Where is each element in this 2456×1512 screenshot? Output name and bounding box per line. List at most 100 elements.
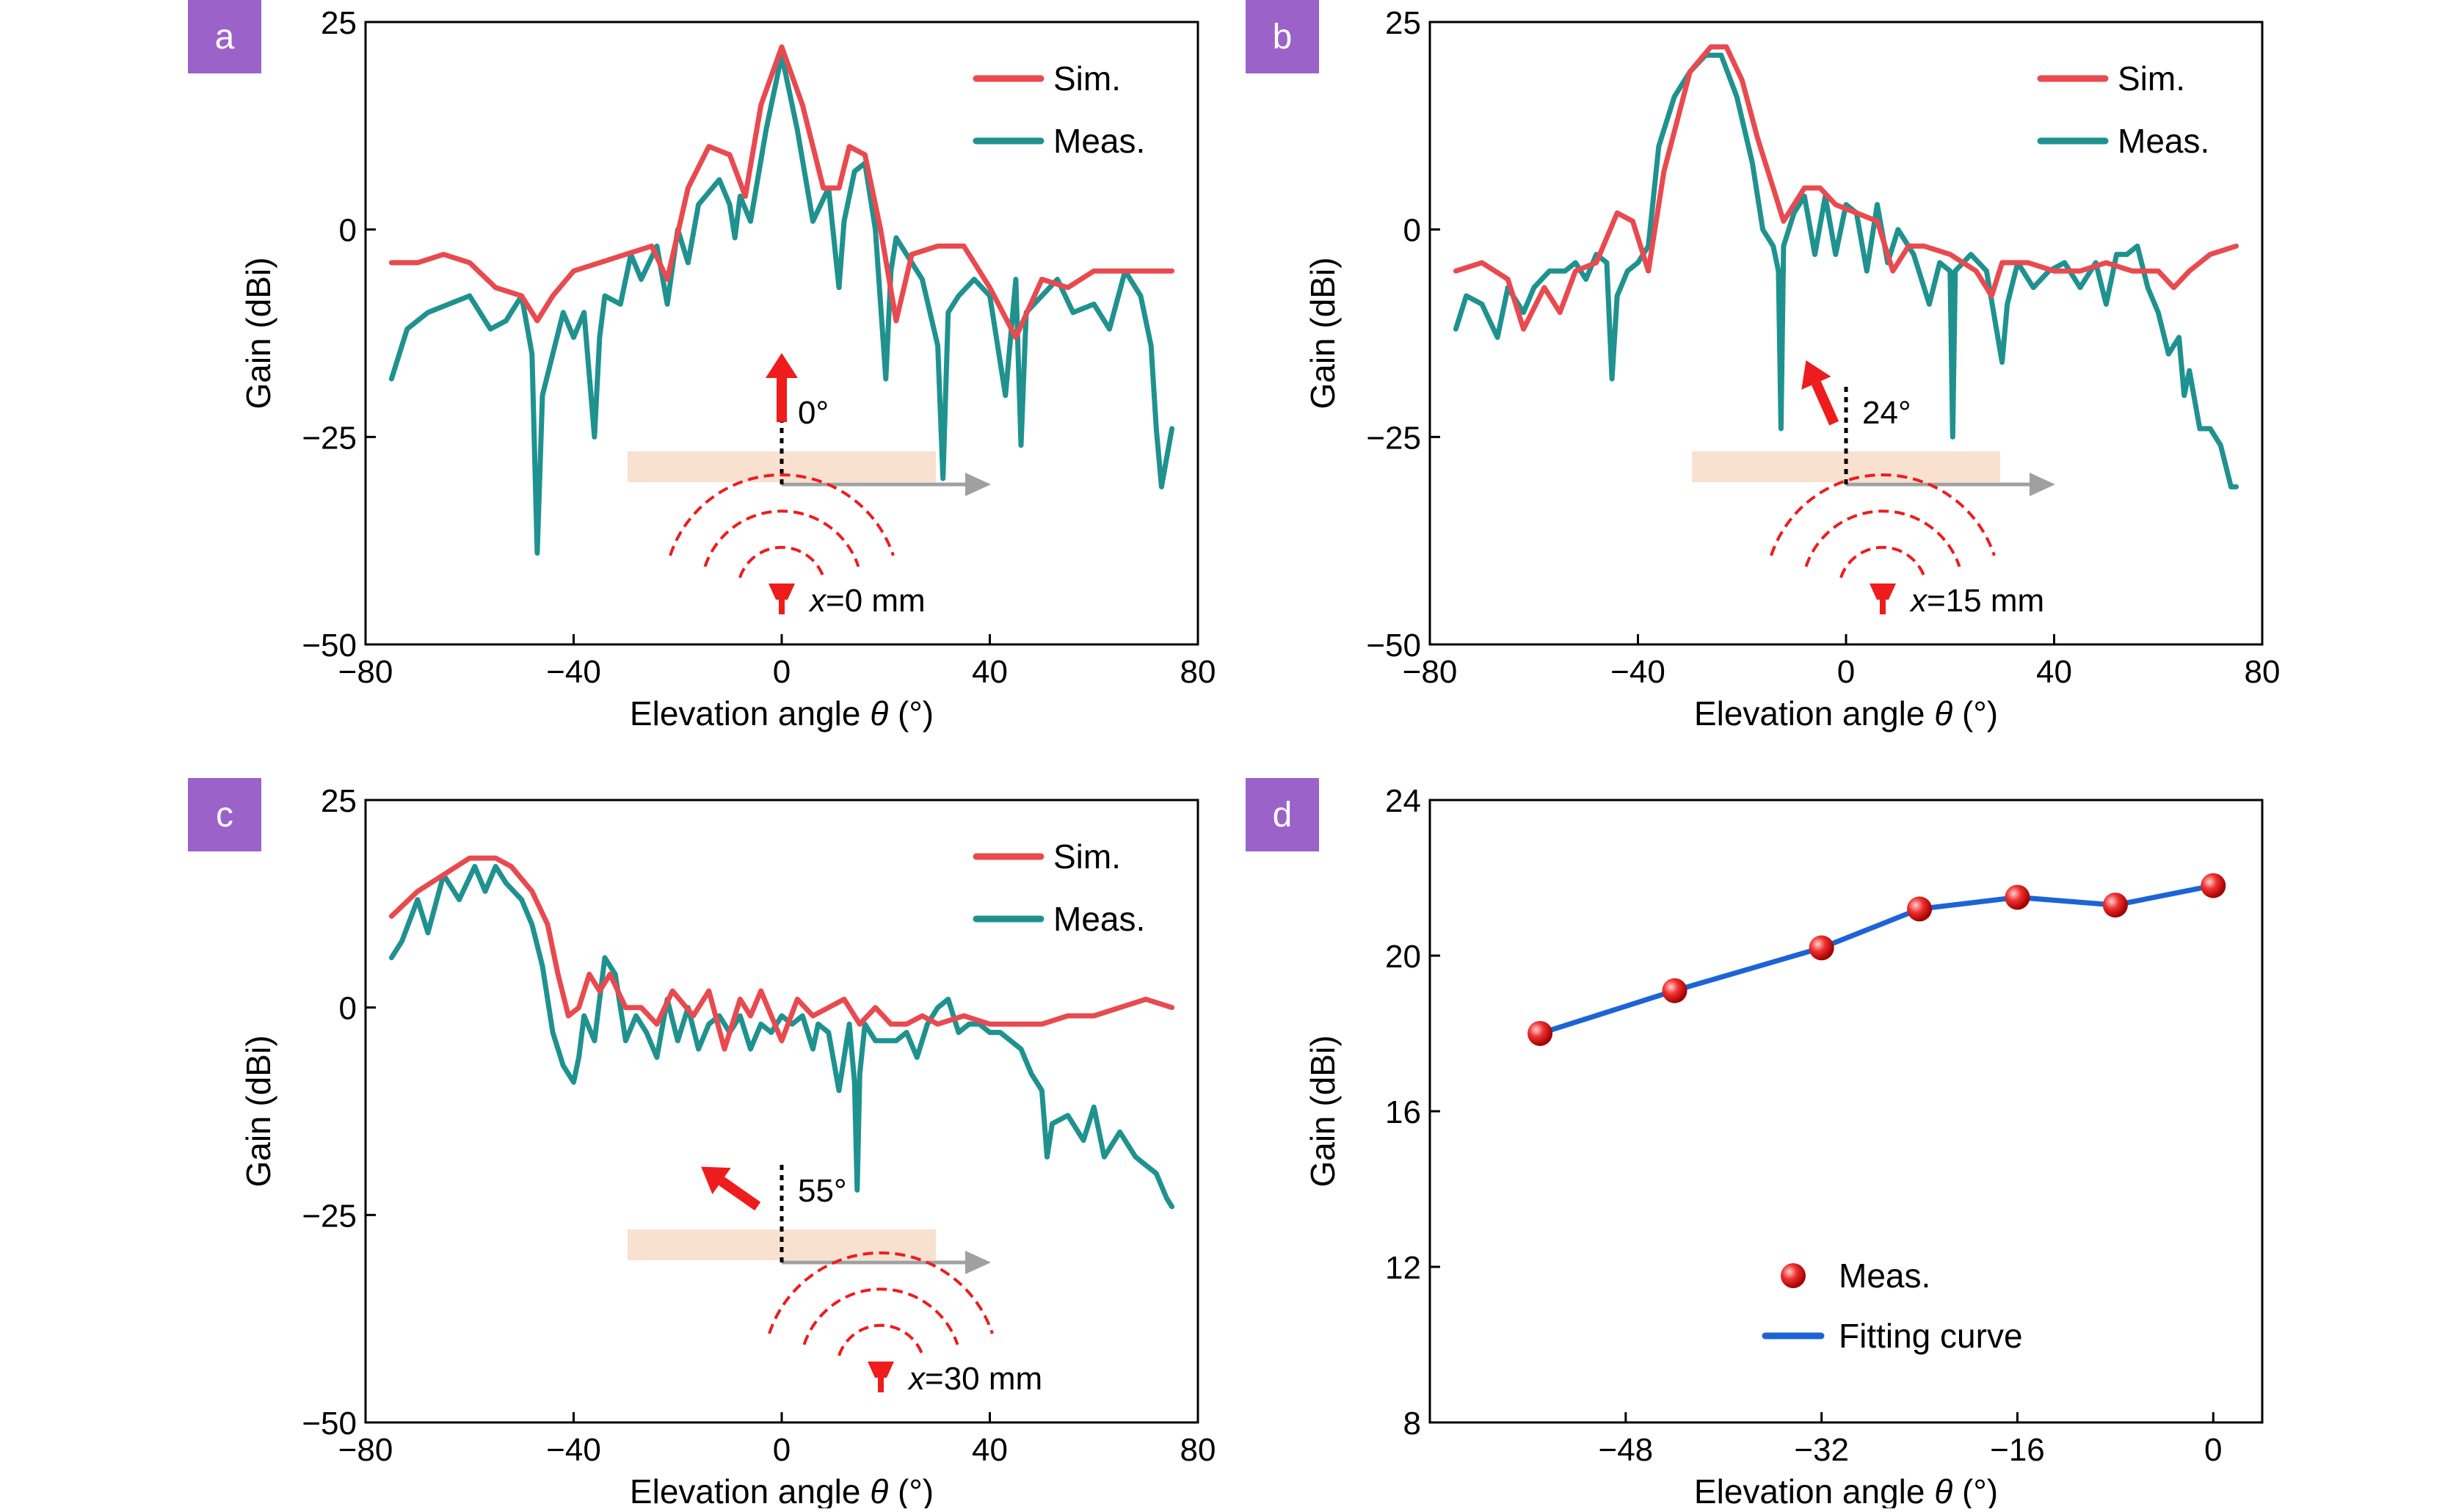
beam-direction-arrowhead <box>701 1166 731 1195</box>
x-axis-label-unit: (°) <box>888 694 934 733</box>
feed-position-label: x=30 mm <box>907 1361 1042 1397</box>
x-tick-label: −40 <box>1610 654 1665 690</box>
series-line-sim <box>388 44 1175 341</box>
beam-schematic-inset: 55° x=30 mm <box>628 1160 1042 1397</box>
x-tick-label: −32 <box>1794 1432 1849 1468</box>
y-tick-label: 8 <box>1403 1406 1421 1442</box>
series-line-meas <box>388 864 1175 1210</box>
legend-swatch-meas <box>1781 1263 1806 1288</box>
y-tick-label: 0 <box>1403 213 1421 249</box>
legend-label-fit: Fitting curve <box>1839 1317 2023 1355</box>
series-line-sim <box>1453 44 2239 332</box>
wavefront-arc-2 <box>802 1287 959 1345</box>
legend-label-sim: Sim. <box>2118 59 2185 98</box>
x-tick-label: 40 <box>2036 654 2072 690</box>
x-tick-label: 40 <box>972 1432 1008 1468</box>
feed-position-value: =0 mm <box>826 583 926 619</box>
x-tick-label: −40 <box>546 654 601 690</box>
x-tick-label: −80 <box>338 654 393 690</box>
x-tick-label: 0 <box>773 1432 791 1468</box>
panel-c: −80 −40 0 40 80 25 0 −25 −50 Elevation angle θ (°… <box>239 783 1216 1511</box>
horn-antenna-icon <box>1870 584 1896 600</box>
x-axis-label-text: Elevation angle <box>1694 1472 1934 1508</box>
x-axis-label-unit: (°) <box>1952 1472 1998 1508</box>
plot-frame <box>1428 21 2264 646</box>
y-tick-label: 25 <box>1385 5 1421 41</box>
horn-antenna-feed <box>1880 598 1886 614</box>
wavefront-arc-1 <box>1839 545 1926 578</box>
horn-antenna-icon <box>769 584 795 600</box>
y-axis-label: Gain (dBi) <box>239 257 277 409</box>
x-direction-arrowhead <box>965 473 991 496</box>
x-axis-label-symbol: θ <box>870 694 888 733</box>
feed-position-label: x=0 mm <box>808 583 926 619</box>
measurement-point <box>1527 1021 1553 1046</box>
x-tick-label: −80 <box>1403 654 1458 690</box>
x-axis-label-text: Elevation angle <box>630 694 870 733</box>
plot-frame <box>364 799 1199 1424</box>
beam-angle-label: 24° <box>1862 395 1911 431</box>
feed-position-value: =30 mm <box>925 1361 1042 1397</box>
x-direction-arrowhead <box>965 1251 991 1274</box>
y-tick-label: 0 <box>339 213 357 249</box>
panel-badge-c: c <box>188 778 261 851</box>
x-tick-label: 80 <box>1180 1432 1216 1468</box>
x-tick-label: 40 <box>972 654 1008 690</box>
beam-direction-arrow-shaft <box>1811 381 1839 426</box>
beam-angle-label: 0° <box>798 395 829 431</box>
wavefront-arc-2 <box>703 509 860 567</box>
beam-direction-arrow-shaft <box>719 1177 761 1211</box>
beam-schematic-inset: 0° x=0 mm <box>628 353 991 619</box>
wavefront-arc-3 <box>1770 473 1996 556</box>
y-tick-label: 20 <box>1385 939 1421 975</box>
feed-position-variable: x <box>907 1361 926 1397</box>
x-axis-label-symbol: θ <box>870 1472 888 1508</box>
horn-antenna-feed <box>779 598 785 614</box>
y-tick-label: 12 <box>1385 1250 1421 1286</box>
x-tick-label: 0 <box>773 654 791 690</box>
series-line-sim <box>388 855 1175 1052</box>
wavefront-arc-1 <box>838 1323 924 1356</box>
x-axis-label-symbol: θ <box>1934 1472 1952 1508</box>
measurement-point <box>1809 935 1834 961</box>
y-tick-label: −50 <box>302 628 357 664</box>
feed-position-label: x=15 mm <box>1909 583 2044 619</box>
y-tick-label: −25 <box>302 1198 357 1234</box>
x-tick-label: 80 <box>2245 654 2281 690</box>
measurement-point <box>2201 873 2226 898</box>
panel-badge-b: b <box>1246 0 1319 73</box>
x-tick-label: 80 <box>1180 654 1216 690</box>
x-axis-label-unit: (°) <box>888 1472 934 1508</box>
y-tick-label: −25 <box>1366 420 1421 456</box>
y-tick-label: −50 <box>1366 628 1421 664</box>
y-tick-label: −50 <box>302 1406 357 1442</box>
measurement-point <box>2102 893 2128 918</box>
panel-b: −80 −40 0 40 80 25 0 −25 −50 Elevation angle θ (°… <box>1304 5 2280 733</box>
horn-antenna-feed <box>878 1376 884 1392</box>
legend-label-sim: Sim. <box>1053 837 1121 876</box>
x-direction-arrowhead <box>2030 473 2055 496</box>
beam-angle-label: 55° <box>798 1173 847 1209</box>
feed-position-variable: x <box>808 583 827 619</box>
horn-antenna-icon <box>868 1362 894 1378</box>
legend-label-meas: Meas. <box>2118 122 2209 160</box>
metasurface-plate <box>1692 451 2000 482</box>
x-tick-label: −80 <box>338 1432 393 1468</box>
wavefront-arc-3 <box>669 473 895 556</box>
x-axis-label: Elevation angle θ (°) <box>1694 694 1998 733</box>
x-axis-label-text: Elevation angle <box>630 1472 870 1508</box>
x-tick-label: 0 <box>1837 654 1855 690</box>
legend-label-meas: Meas. <box>1053 122 1145 160</box>
legend-label-meas: Meas. <box>1839 1257 1930 1295</box>
beam-direction-arrowhead <box>766 353 798 378</box>
y-tick-label: 16 <box>1385 1094 1421 1130</box>
x-axis-label: Elevation angle θ (°) <box>1694 1472 1998 1508</box>
panel-badge-a: a <box>188 0 261 73</box>
measurement-point <box>2005 884 2030 910</box>
y-tick-label: 24 <box>1385 783 1421 819</box>
wavefront-arc-1 <box>738 545 825 578</box>
x-axis-label-text: Elevation angle <box>1694 694 1934 733</box>
feed-position-value: =15 mm <box>1927 583 2044 619</box>
